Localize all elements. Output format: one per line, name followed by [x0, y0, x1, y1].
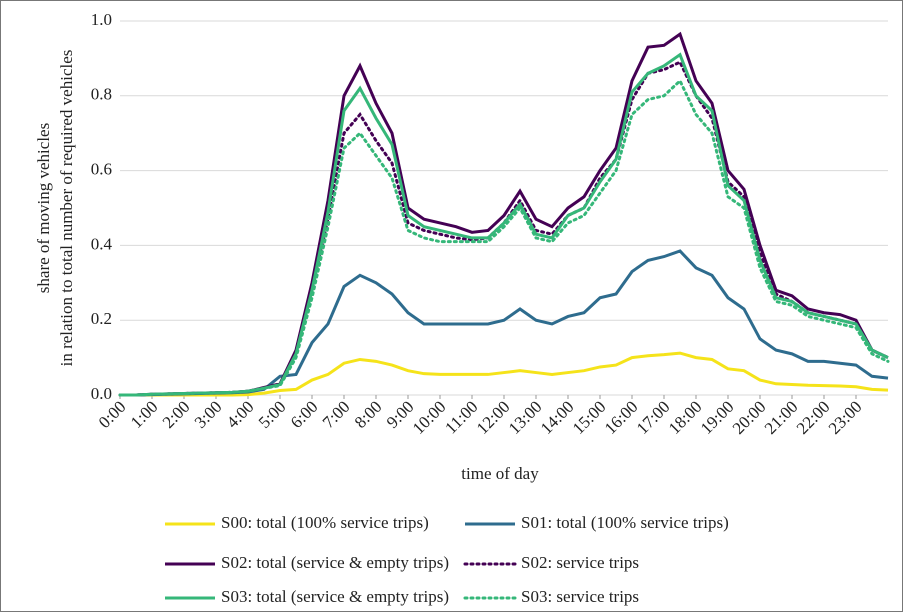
y-tick-label: 0.8 [91, 85, 112, 104]
legend-label: S02: service trips [521, 553, 639, 572]
data-line [118, 78, 890, 397]
legend-label: S02: total (service & empty trips) [221, 553, 449, 572]
legend-label: S01: total (100% service trips) [521, 513, 729, 532]
y-tick-label: 0.6 [91, 160, 112, 179]
y-axis-title: share of moving vehicles [34, 123, 53, 293]
y-axis-title: in relation to total number of required … [57, 50, 76, 367]
x-axis-title: time of day [461, 464, 539, 483]
y-tick-label: 0.0 [91, 384, 112, 403]
data-line [120, 351, 889, 397]
legend-label: S00: total (100% service trips) [221, 513, 429, 532]
legend-label: S03: service trips [521, 587, 639, 606]
legend-label: S03: total (service & empty trips) [221, 587, 449, 606]
y-tick-label: 1.0 [91, 10, 112, 29]
y-tick-label: 0.4 [91, 234, 113, 253]
y-tick-label: 0.2 [91, 309, 112, 328]
